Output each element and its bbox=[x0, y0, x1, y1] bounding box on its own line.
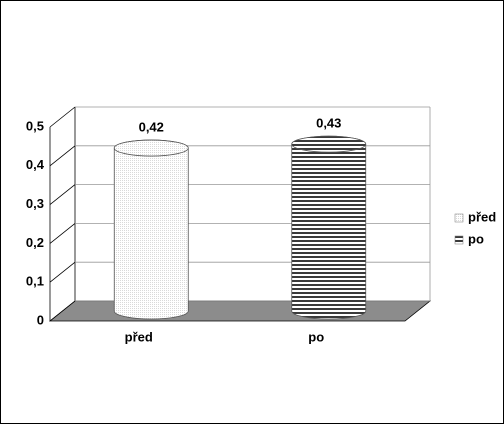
legend-label: před bbox=[468, 209, 496, 224]
x-tick-label: před bbox=[125, 329, 153, 344]
grid-line bbox=[49, 106, 76, 128]
legend-swatch bbox=[454, 235, 464, 245]
y-tick-label: 0,3 bbox=[26, 196, 44, 211]
grid-line bbox=[49, 223, 76, 244]
grid-line bbox=[49, 300, 76, 322]
floor bbox=[48, 300, 432, 322]
cylinder-top bbox=[291, 135, 367, 153]
grid-line bbox=[49, 184, 76, 205]
data-label: 0,43 bbox=[316, 116, 341, 131]
cylinder-top bbox=[113, 139, 189, 157]
y-tick-label: 0,4 bbox=[26, 157, 45, 172]
data-label: 0,42 bbox=[139, 119, 164, 134]
grid-line bbox=[49, 261, 76, 283]
grid-line bbox=[49, 145, 76, 167]
y-tick-label: 0,2 bbox=[26, 235, 44, 250]
y-tick-label: 0,1 bbox=[26, 274, 44, 289]
y-tick-label: 0 bbox=[37, 312, 44, 327]
cylinder bbox=[113, 139, 189, 320]
legend-label: po bbox=[468, 231, 484, 246]
cylinder bbox=[291, 135, 367, 320]
x-tick-label: po bbox=[308, 329, 324, 344]
legend-swatch bbox=[454, 213, 464, 223]
y-tick-label: 0,5 bbox=[26, 118, 44, 133]
